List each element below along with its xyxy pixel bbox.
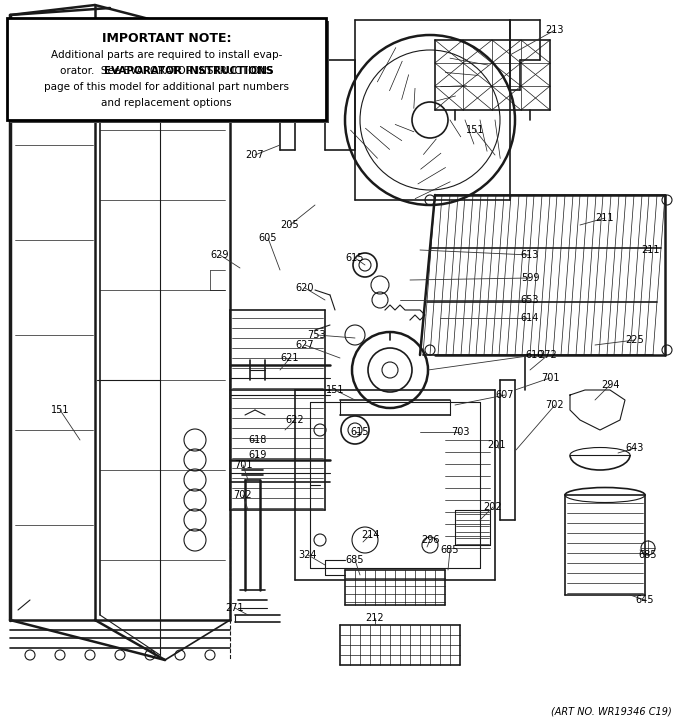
Text: 645: 645 xyxy=(636,595,654,605)
Text: 205: 205 xyxy=(281,220,299,230)
Text: 618: 618 xyxy=(249,435,267,445)
Text: (ART NO. WR19346 C19): (ART NO. WR19346 C19) xyxy=(551,707,672,717)
Text: 213: 213 xyxy=(546,25,564,35)
Text: 753: 753 xyxy=(307,330,326,340)
Text: 610: 610 xyxy=(526,350,544,360)
Text: 324: 324 xyxy=(299,550,318,560)
Text: 272: 272 xyxy=(539,350,558,360)
Text: 296: 296 xyxy=(421,535,439,545)
Text: 622: 622 xyxy=(286,415,305,425)
Text: 702: 702 xyxy=(234,490,252,500)
Text: Additional parts are required to install evap-: Additional parts are required to install… xyxy=(51,50,282,60)
Bar xyxy=(10,21,329,123)
Text: 615: 615 xyxy=(345,253,364,263)
Text: 207: 207 xyxy=(245,150,265,160)
Text: page of this model for additional part numbers: page of this model for additional part n… xyxy=(44,82,289,92)
Text: 701: 701 xyxy=(234,460,252,470)
Text: 211: 211 xyxy=(641,245,659,255)
Text: 620: 620 xyxy=(296,283,314,293)
Text: 151: 151 xyxy=(51,405,69,415)
Text: 614: 614 xyxy=(521,313,539,323)
Text: 214: 214 xyxy=(361,530,379,540)
Text: and replacement options: and replacement options xyxy=(101,98,232,108)
Text: 701: 701 xyxy=(541,373,559,383)
Text: 643: 643 xyxy=(626,443,644,453)
Text: 201: 201 xyxy=(488,440,506,450)
Text: 607: 607 xyxy=(496,390,514,400)
Text: 627: 627 xyxy=(296,340,314,350)
Text: orator.  See EVAPORATOR INSTRUCTIONS: orator. See EVAPORATOR INSTRUCTIONS xyxy=(60,66,273,76)
Text: 619: 619 xyxy=(249,450,267,460)
Text: 685: 685 xyxy=(345,555,364,565)
Text: 294: 294 xyxy=(600,380,619,390)
Text: 653: 653 xyxy=(521,295,539,305)
Text: 685: 685 xyxy=(639,550,658,560)
Text: 225: 225 xyxy=(626,335,645,345)
Text: 685: 685 xyxy=(441,545,459,555)
Text: 206: 206 xyxy=(286,25,304,35)
Text: 615: 615 xyxy=(351,427,369,437)
Text: 202: 202 xyxy=(483,502,503,512)
Text: EVAPORATOR INSTRUCTIONS: EVAPORATOR INSTRUCTIONS xyxy=(104,66,273,76)
Text: 212: 212 xyxy=(366,613,384,623)
Text: 621: 621 xyxy=(281,353,299,363)
Text: 605: 605 xyxy=(259,233,277,243)
Text: 629: 629 xyxy=(211,250,229,260)
Text: 613: 613 xyxy=(521,250,539,260)
Text: 211: 211 xyxy=(596,213,614,223)
Text: 151: 151 xyxy=(466,125,484,135)
Bar xyxy=(7,18,326,120)
Text: IMPORTANT NOTE:: IMPORTANT NOTE: xyxy=(102,32,231,45)
Text: 151: 151 xyxy=(326,385,344,395)
Text: 702: 702 xyxy=(545,400,564,410)
Text: 703: 703 xyxy=(451,427,469,437)
Text: 599: 599 xyxy=(521,273,539,283)
Text: 271: 271 xyxy=(226,603,244,613)
